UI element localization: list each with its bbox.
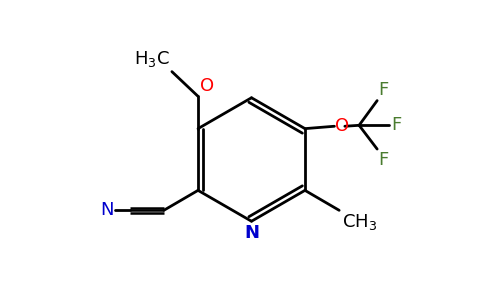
Text: F: F xyxy=(391,116,401,134)
Text: H$_3$C: H$_3$C xyxy=(134,49,169,69)
Text: F: F xyxy=(378,81,389,99)
Text: O: O xyxy=(200,77,214,95)
Text: N: N xyxy=(244,224,259,242)
Text: CH$_3$: CH$_3$ xyxy=(342,212,377,232)
Text: N: N xyxy=(100,201,113,219)
Text: O: O xyxy=(335,117,349,135)
Text: F: F xyxy=(378,151,389,169)
